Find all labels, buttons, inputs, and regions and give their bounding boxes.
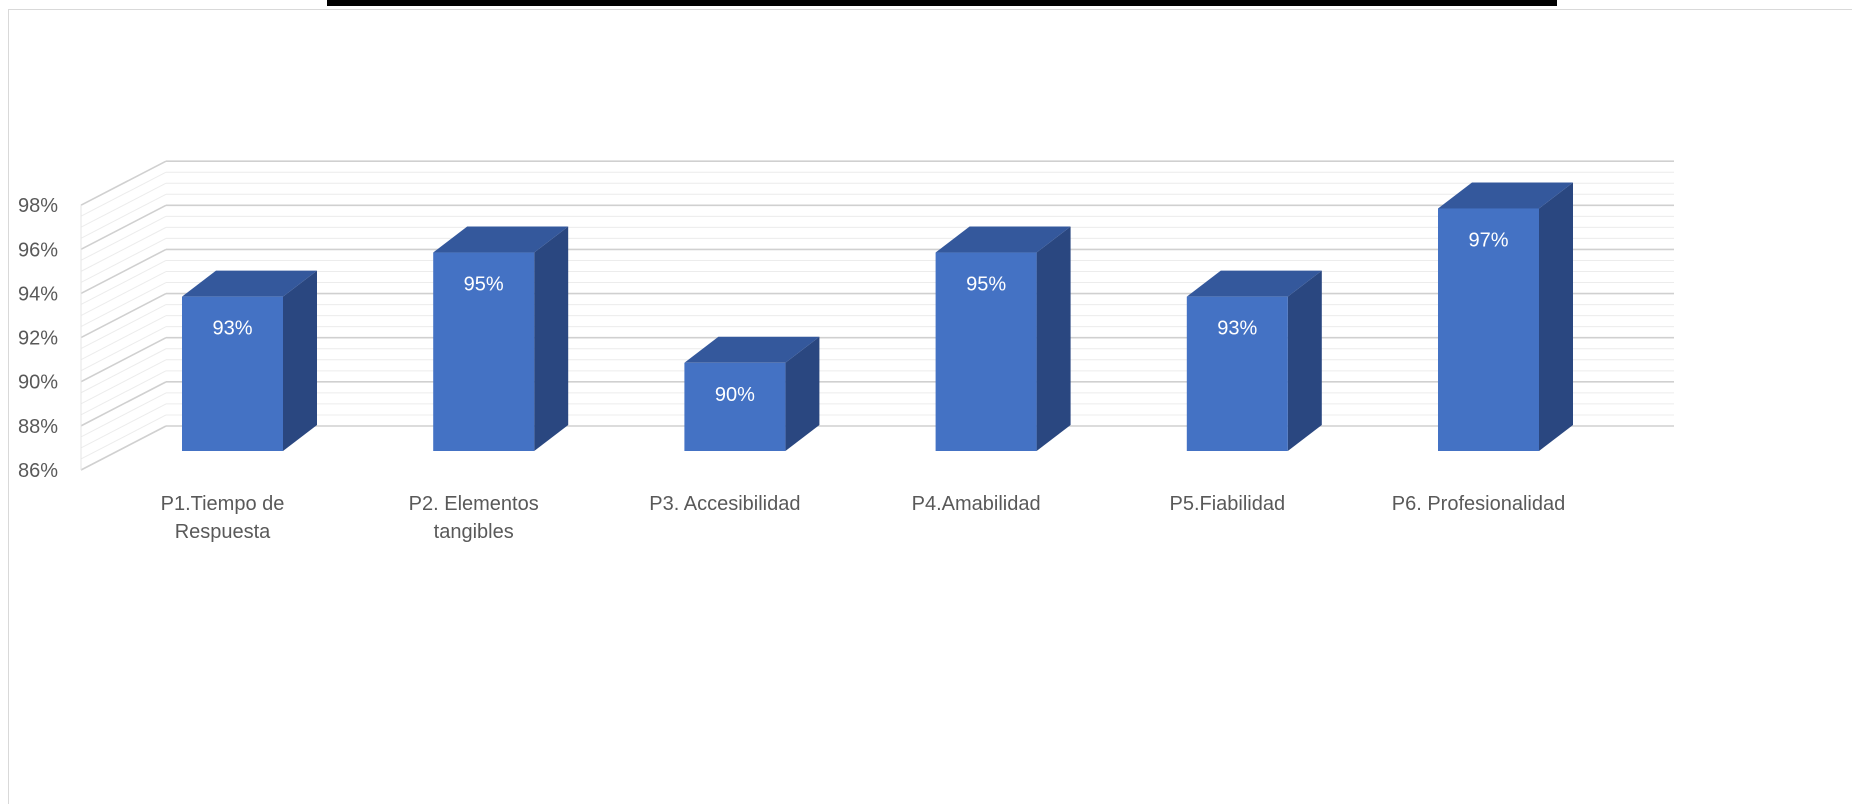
side-gridline — [80, 226, 167, 272]
side-gridline — [80, 304, 167, 350]
data-label: 95% — [464, 274, 504, 296]
data-label: 93% — [212, 318, 252, 340]
grid-layer — [80, 160, 1674, 471]
bar: 93% — [182, 270, 317, 451]
data-label: 90% — [715, 384, 755, 406]
top-divider-line — [327, 0, 1557, 6]
bar-side-face — [1539, 182, 1573, 451]
side-gridline — [80, 392, 167, 438]
side-gridline — [80, 348, 167, 394]
side-gridline — [80, 215, 167, 261]
side-gridline — [80, 370, 167, 416]
side-gridline — [80, 260, 167, 305]
side-gridline — [80, 403, 167, 449]
side-gridline — [80, 381, 167, 427]
side-gridline — [80, 160, 167, 206]
y-tick-label: 86% — [18, 460, 58, 482]
bar-side-face — [1036, 226, 1071, 451]
bar-side-face — [283, 270, 317, 451]
side-gridline — [80, 204, 167, 251]
data-label: 93% — [1217, 318, 1257, 340]
bar-front-face — [1438, 208, 1539, 451]
chart-frame — [8, 9, 1852, 804]
y-tick-label: 88% — [18, 416, 58, 438]
bar-front-face — [433, 252, 535, 451]
bar: 95% — [935, 226, 1071, 451]
y-tick-label: 98% — [18, 195, 58, 217]
bar-top-face — [684, 336, 820, 363]
category-label: P3. Accesibilidad — [649, 493, 800, 515]
y-tick-label: 92% — [18, 328, 58, 350]
category-label: P5.Fiabilidad — [1169, 493, 1285, 515]
bar-top-face — [433, 226, 569, 253]
bar-front-face — [182, 296, 283, 451]
bar-front-face — [935, 252, 1037, 451]
bar: 95% — [433, 226, 569, 451]
side-gridline — [80, 171, 167, 217]
bar: 90% — [684, 336, 820, 451]
side-gridline — [80, 359, 167, 405]
side-gridline — [80, 271, 167, 316]
category-label: P2. Elementos tangibles — [409, 493, 539, 543]
bar-side-face — [1287, 270, 1322, 451]
side-gridline — [80, 326, 167, 372]
bar-top-face — [1186, 270, 1322, 297]
side-gridline — [80, 237, 167, 283]
bar-top-face — [935, 226, 1071, 253]
side-gridline — [80, 425, 167, 471]
y-axis-ticks: 86% 88% 90% 92% 94% 96% 98% — [18, 195, 58, 482]
y-tick-label: 90% — [18, 372, 58, 394]
y-tick-label: 96% — [18, 239, 58, 261]
bar-top-face — [182, 270, 317, 297]
side-gridline — [80, 414, 167, 460]
bar-front-face — [684, 362, 786, 451]
side-gridline — [80, 337, 167, 383]
side-gridline — [80, 182, 167, 228]
y-tick-label: 94% — [18, 283, 58, 305]
bar: 97% — [1438, 182, 1573, 451]
bar-front-face — [1186, 296, 1288, 451]
side-gridline — [80, 292, 167, 339]
data-label: 95% — [966, 274, 1006, 296]
side-gridline — [80, 248, 167, 295]
bar: 93% — [1186, 270, 1322, 451]
category-label: P4.Amabilidad — [912, 493, 1041, 515]
bar-side-face — [785, 336, 820, 451]
category-label: P6. Profesionalidad — [1392, 493, 1565, 515]
bar-top-face — [1438, 182, 1573, 209]
side-gridline — [80, 315, 167, 361]
data-label: 97% — [1468, 229, 1508, 251]
bar-side-face — [534, 226, 569, 451]
side-gridline — [80, 282, 167, 327]
category-labels: P1.Tiempo de Respuesta P2. Elementos tangib… — [161, 493, 1566, 543]
category-label: P1.Tiempo de Respuesta — [161, 493, 285, 543]
side-gridline — [80, 193, 167, 239]
bars-layer: 93% 95% 90% 95% 93% 97% — [182, 182, 1573, 451]
